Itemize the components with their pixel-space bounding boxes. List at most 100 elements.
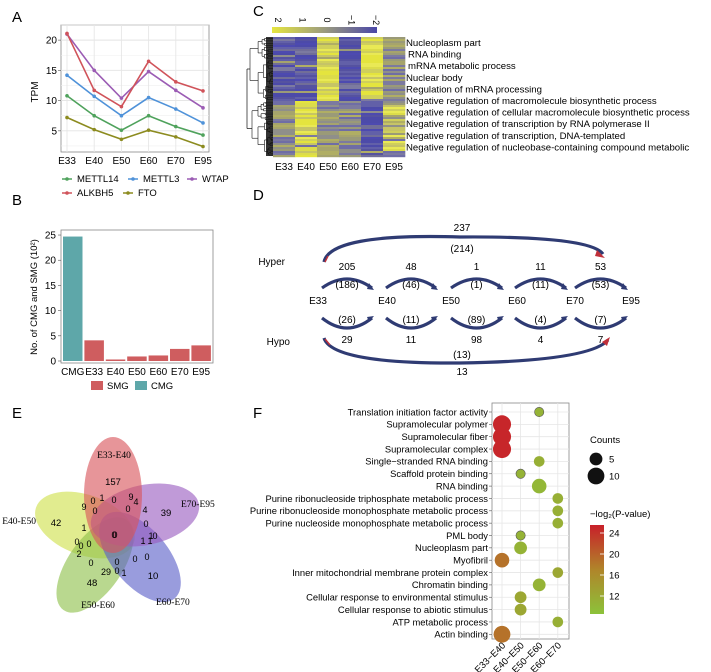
y-tick-label: 15: [46, 66, 58, 77]
heatmap-cell: [383, 61, 406, 64]
heatmap-cell: [361, 91, 384, 94]
heatmap-cell: [295, 141, 318, 144]
heatmap-cell: [317, 87, 340, 90]
transition-arc: [514, 316, 567, 330]
color-legend-label: 16: [609, 571, 620, 582]
heatmap-cell: [317, 53, 340, 56]
heatmap-cell: [295, 131, 318, 134]
heatmap-cell: [383, 91, 406, 94]
color-legend-label: 20: [609, 550, 620, 561]
panel-label-f: F: [253, 405, 262, 422]
transition-subcount: (89): [468, 315, 486, 326]
heatmap-cell: [383, 99, 406, 102]
heatmap-cell: [317, 131, 340, 134]
heatmap-cell: [339, 119, 362, 122]
y-tick-label: 0: [50, 357, 56, 368]
heatmap-row-label: Negative regulation of transcription, DN…: [406, 131, 625, 142]
term-label: Purine ribonucleoside monophosphate meta…: [250, 505, 488, 516]
heatmap-cell: [339, 49, 362, 52]
heatmap-cell: [317, 77, 340, 80]
y-tick-label: 5: [51, 126, 57, 137]
panel-label-a: A: [12, 9, 22, 26]
heatmap-cell: [383, 71, 406, 74]
heatmap-cell: [317, 135, 340, 138]
transition-subcount: (11): [532, 280, 549, 291]
heatmap-cell: [295, 127, 318, 130]
heatmap-cell: [317, 65, 340, 68]
size-legend-title: Counts: [590, 435, 620, 446]
heatmap-cell: [273, 141, 296, 144]
venn-unique-count: 48: [87, 578, 98, 589]
size-legend-dot: [587, 467, 605, 485]
heatmap-cell: [317, 123, 340, 126]
heatmap-cell: [361, 147, 384, 150]
heatmap-cell: [383, 95, 406, 98]
heatmap-cell: [383, 43, 406, 46]
heatmap-cell: [317, 89, 340, 92]
heatmap-cell: [339, 93, 362, 96]
heatmap-cell: [339, 73, 362, 76]
x-tick-label: E33: [85, 367, 103, 378]
term-label: PML body: [446, 530, 488, 541]
heatmap-row-label: Negative regulation of macromolecule bio…: [406, 96, 657, 107]
heatmap-cell: [273, 77, 296, 80]
legend-swatch: [91, 381, 103, 390]
heatmap-cell: [383, 125, 406, 128]
hyper-transition-e33-e95: 237 (214): [322, 223, 605, 263]
heatmap-cell: [339, 107, 362, 110]
heatmap-cell: [383, 139, 406, 142]
heatmap-cell: [273, 151, 296, 154]
bar-cmg: [63, 236, 83, 361]
node-e60: E60: [508, 296, 526, 307]
heatmap-cell: [273, 43, 296, 46]
dot-e50-e60: [531, 478, 547, 494]
legend-label: ALKBH5: [77, 188, 113, 199]
term-label: Purine nucleoside monophosphate metaboli…: [265, 517, 488, 528]
heatmap-cell: [361, 57, 384, 60]
dot-e40-e50: [515, 468, 526, 479]
heatmap-cell: [295, 119, 318, 122]
venn-intersection-count: 9: [81, 502, 86, 512]
heatmap-cell: [295, 55, 318, 58]
heatmap-cell: [361, 141, 384, 144]
heatmap-cell: [317, 111, 340, 114]
arrowhead-icon: [602, 337, 610, 346]
heatmap-cell: [339, 87, 362, 90]
heatmap-cell: [339, 131, 362, 134]
y-tick-label: 10: [46, 96, 58, 107]
heatmap-cell: [361, 51, 384, 54]
heatmap-cell: [361, 75, 384, 78]
heatmap-cell: [339, 85, 362, 88]
heatmap-cell: [339, 53, 362, 56]
x-tick-label: E95: [194, 156, 212, 167]
heatmap-cell: [361, 39, 384, 42]
heatmap-cell: [383, 107, 406, 110]
x-tick-label: E33: [58, 156, 76, 167]
transition-count: 13: [456, 367, 468, 378]
heatmap-cell: [339, 103, 362, 106]
bar-e60: [148, 355, 169, 361]
data-point-fto: [92, 127, 96, 132]
heatmap-cell: [317, 145, 340, 148]
heatmap-cell: [317, 39, 340, 42]
data-point-alkbh5: [92, 88, 96, 93]
heatmap-cell: [361, 103, 384, 106]
venn-intersection-count: 0: [143, 519, 148, 529]
heatmap-cell: [317, 75, 340, 78]
heatmap-cell: [383, 141, 406, 144]
heatmap-cell: [295, 143, 318, 146]
transition-subcount: (1): [470, 280, 482, 291]
data-point-wtap: [146, 69, 151, 74]
heatmap-cell: [295, 37, 318, 40]
heatmap-cell: [361, 129, 384, 132]
legend-label: METTL3: [143, 174, 179, 185]
heatmap-cell: [383, 53, 406, 56]
heatmap-cell: [361, 61, 384, 64]
dot-e60-e70: [552, 505, 564, 517]
heatmap-cell: [361, 113, 384, 116]
dot-e33-e40: [493, 625, 511, 643]
transition-arc: [321, 316, 373, 330]
heatmap-cell: [317, 107, 340, 110]
heatmap-cell: [295, 149, 318, 152]
heatmap-cell: [317, 71, 340, 74]
